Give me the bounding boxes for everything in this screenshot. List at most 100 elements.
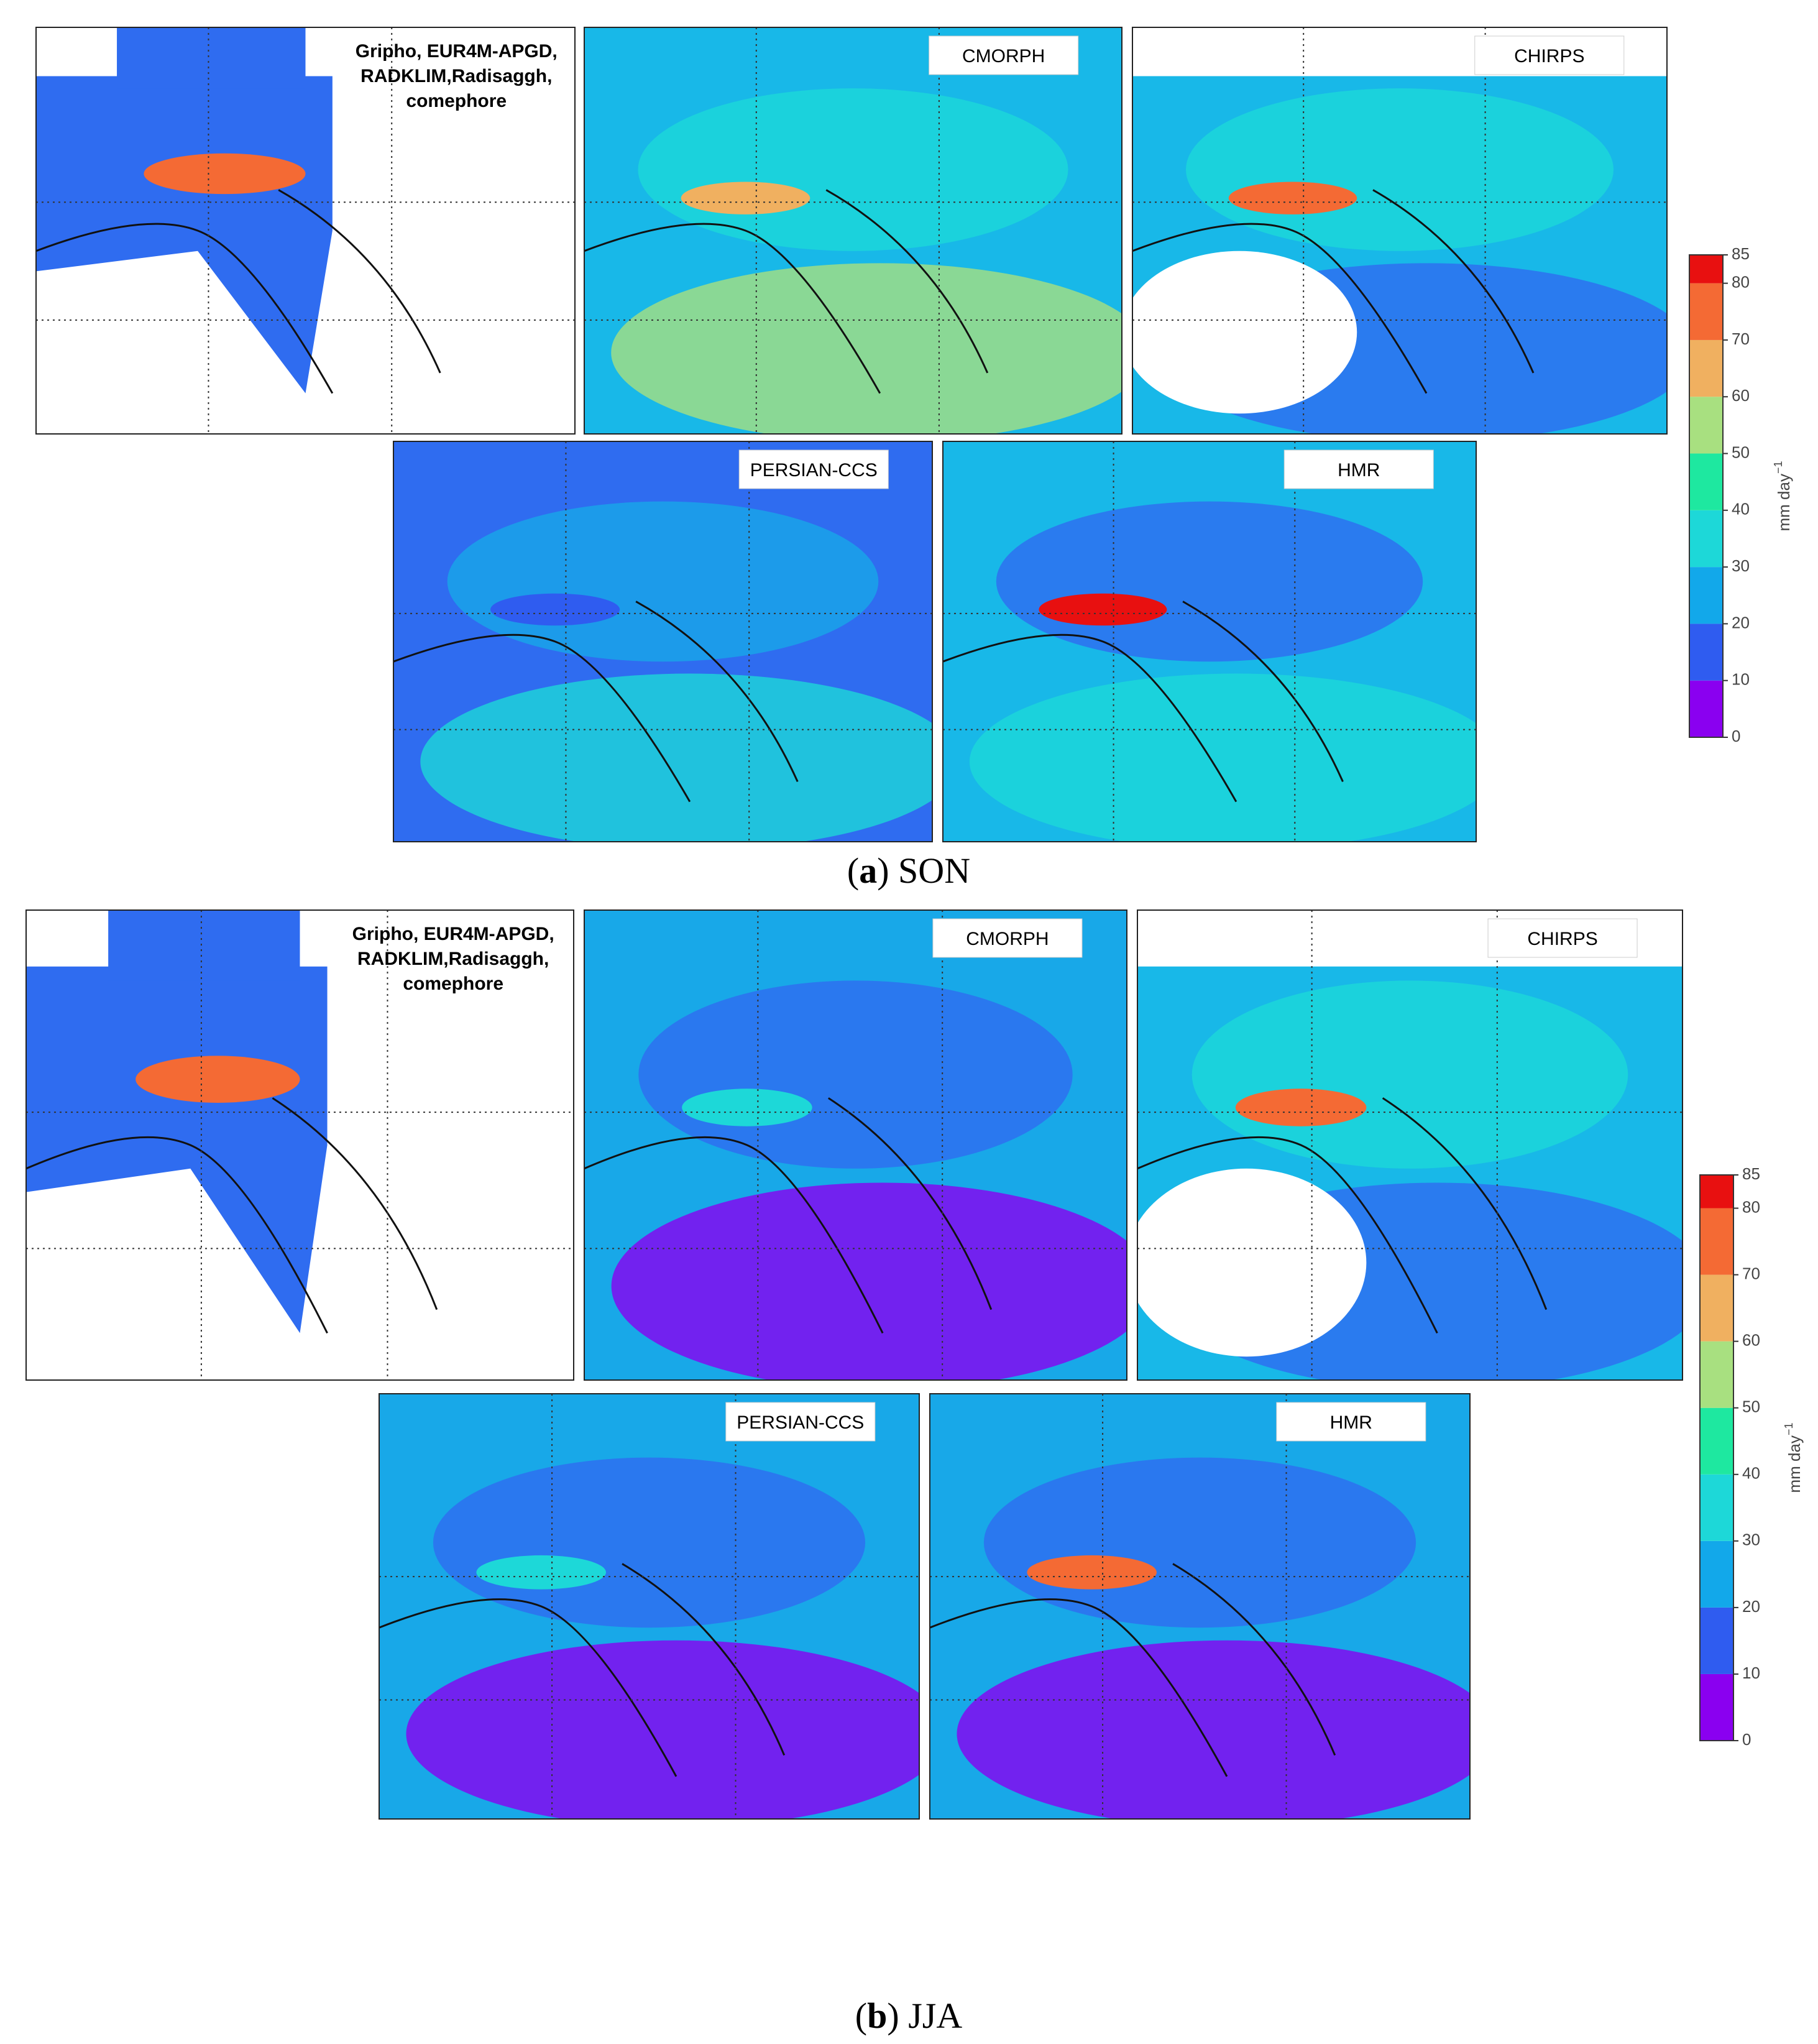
map-blob: [682, 1089, 812, 1126]
colorbar-segment: [1689, 510, 1723, 568]
label-box: [738, 449, 889, 489]
colorbar-tick-label: 50: [1732, 443, 1750, 461]
panel-frame: [35, 27, 576, 435]
colorbar-segment: [1700, 1673, 1733, 1741]
coastline: [1132, 189, 1535, 394]
map-blob: [957, 1640, 1470, 1819]
map-blob: [1235, 1089, 1367, 1126]
colorbar-tick-label: 30: [1742, 1531, 1760, 1549]
coastline: [943, 601, 1344, 803]
map-body: [379, 1394, 919, 1819]
colorbar-segment: [1700, 1208, 1733, 1275]
coastline: [584, 1097, 993, 1334]
map-blob: [681, 182, 810, 214]
colorbar-tick-label: 10: [1732, 670, 1750, 689]
caption-part: ) JJA: [887, 1996, 962, 2036]
colorbar-tick-label: 0: [1732, 727, 1740, 745]
colorbar-segment: [1689, 255, 1723, 283]
colorbar-segment: [1689, 453, 1723, 510]
panel-label: comephore: [406, 91, 507, 111]
caption-part: a: [859, 850, 877, 891]
colorbar-segment: [1689, 567, 1723, 624]
colorbar-tick-label: 60: [1742, 1331, 1760, 1350]
colorbar-tick-label: 30: [1732, 556, 1750, 575]
colorbar-segment: [1689, 397, 1723, 454]
map-blob: [433, 1457, 866, 1628]
colorbar-segment: [1689, 283, 1723, 340]
label-box: [1474, 35, 1625, 75]
panel-frame: [584, 909, 1127, 1381]
caption-part: (: [855, 1996, 867, 2036]
colorbar-segment: [1689, 339, 1723, 397]
map-panel: CMORPH: [584, 909, 1127, 1381]
coastline: [584, 189, 989, 394]
panel-label: PERSIAN-CCS: [750, 460, 878, 481]
map-panel: PERSIAN-CCS: [393, 441, 933, 842]
panel-label: CMORPH: [962, 46, 1045, 67]
map-blob: [611, 1182, 1127, 1380]
map-panel: Gripho, EUR4M-APGD, RADKLIM,Radisaggh, com…: [35, 27, 576, 435]
map-blob: [970, 673, 1476, 842]
unit-exponent: −1: [1772, 461, 1784, 474]
panel-label: HMR: [1330, 1412, 1372, 1433]
colorbar-frame: [1699, 1174, 1734, 1741]
map-panel: CMORPH: [584, 27, 1122, 435]
colorbar-segment: [1689, 624, 1723, 681]
map-blob: [476, 1555, 606, 1590]
colorbar-tick-label: 20: [1732, 613, 1750, 632]
map-blob: [1186, 88, 1614, 251]
colorbar-tick-label: 0: [1742, 1730, 1751, 1749]
map-blob: [611, 263, 1122, 434]
unit-text: mm day: [1785, 1435, 1804, 1493]
map-body: [26, 910, 574, 1380]
map-blob: [420, 673, 932, 842]
colorbar-segment: [1700, 1540, 1733, 1608]
coastline: [26, 1097, 438, 1334]
panel-label: CHIRPS: [1514, 46, 1584, 67]
map-blob: [406, 1640, 919, 1819]
map-panel: CHIRPS: [1132, 27, 1668, 435]
map-blob: [1039, 593, 1167, 626]
map-blob: [638, 88, 1068, 251]
map-body: [943, 441, 1476, 842]
colorbar-segment: [1700, 1274, 1733, 1342]
map-blob: [1027, 1555, 1157, 1590]
colorbar-unit: mm day−1: [1783, 1423, 1804, 1493]
gauge-north: [108, 910, 300, 981]
colorbar-segment: [1700, 1474, 1733, 1541]
label-box: [1276, 1402, 1426, 1442]
map-blob: [983, 1457, 1416, 1628]
coastline: [930, 1563, 1336, 1777]
panel-label: RADKLIM,Radisaggh,: [357, 949, 549, 969]
map-body: [584, 27, 1122, 434]
panel-frame: [1137, 909, 1683, 1381]
caption: (b) JJA: [855, 1996, 963, 2036]
colorbar-tick-label: 10: [1742, 1664, 1760, 1682]
colorbar-segment: [1700, 1175, 1733, 1208]
map-blob: [135, 1056, 300, 1103]
panel-frame: [942, 441, 1477, 842]
label-box: [1487, 918, 1638, 958]
caption-part: ) SON: [877, 850, 970, 891]
colorbar-tick-label: 80: [1732, 273, 1750, 292]
coastline: [36, 189, 441, 394]
map-blob: [144, 153, 306, 195]
map-body: [393, 441, 932, 842]
no-data-sea: [1137, 1168, 1367, 1357]
map-body: [36, 27, 575, 434]
panel-label: Gripho, EUR4M-APGD,: [352, 924, 554, 944]
colorbar-tick-label: 70: [1732, 329, 1750, 348]
caption: (a) SON: [847, 850, 970, 891]
panel-frame: [393, 441, 933, 842]
panel-label: CMORPH: [966, 929, 1049, 949]
colorbar-tick-label: 85: [1732, 244, 1750, 263]
map-body: [930, 1394, 1470, 1819]
panel-label: PERSIAN-CCS: [737, 1412, 864, 1433]
caption-part: (: [847, 850, 859, 891]
colorbar-tick-label: 50: [1742, 1397, 1760, 1416]
coastline: [393, 601, 799, 803]
label-box: [932, 918, 1083, 958]
map-blob: [490, 593, 620, 626]
map-body: [1137, 910, 1683, 1380]
